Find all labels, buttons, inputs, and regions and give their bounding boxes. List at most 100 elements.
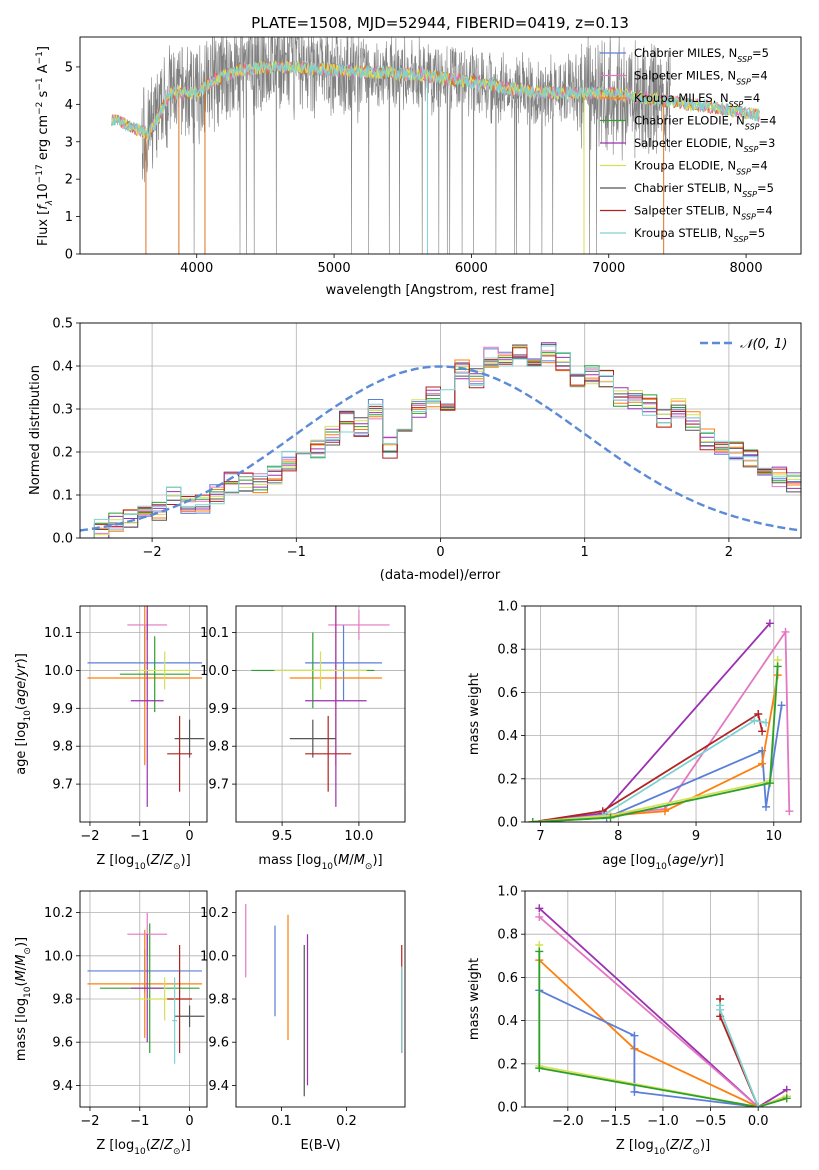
chart-Z-weight: −2.0 −1.5 −1.0 −0.5 0.0 0.0 0.2 0.4 0.6 0.8 1.0 Z [… [467,885,802,1157]
errorbar-point [87,929,203,1038]
y-tick-label: 9.8 [208,993,229,1008]
y-tick-label: 0.0 [52,532,73,547]
chart-Z-age: −2 −1 0 9.7 9.8 9.9 10.0 10.1 Z [log10(Z/Z⊙)] age… [14,605,208,872]
y-tick-label: 9.9 [52,702,73,717]
y-tick-label: 10.0 [200,949,229,964]
plot-area-age-weight [528,619,794,822]
weight-marker [660,807,669,816]
y-tick-label: 0.0 [497,1101,518,1116]
x-tick-label: 0 [185,829,193,844]
plot-area-Z-weight [535,904,791,1107]
y-tick-label: 10.2 [200,906,229,921]
errorbar-point [305,606,367,807]
legend-entry: Chabrier ELODIE, NSSP=4 [634,114,776,132]
x-axis-label: mass [log10(M/M⊙)] [258,853,382,872]
figure-title: PLATE=1508, MJD=52944, FIBERID=0419, z=0… [251,14,629,32]
histogram-series [80,347,801,538]
x-tick-label: 10.0 [344,829,373,844]
weight-marker [773,662,782,671]
y-axis-label: Flux [fλ10−17 erg cm−2 s−1 A−1] [35,46,55,246]
errorbar-point [274,651,367,690]
chart-ebv-mass: 0.1 0.2 9.4 9.6 9.8 10.0 10.2 E(B-V) [200,890,406,1153]
x-tick-label: −2.0 [552,1114,584,1129]
x-tick-label: 5000 [318,261,351,276]
histogram-series [80,342,801,538]
spectrum-legend: Chabrier MILES, NSSP=5 Salpeter MILES, NS… [600,46,776,244]
y-tick-label: 0 [65,248,73,263]
axes-frame [79,322,802,539]
x-tick-label: 2 [725,545,733,560]
weight-marker [630,1031,639,1040]
y-axis-label: mass [log10(M/M⊙)] [14,937,33,1061]
y-tick-label: 9.4 [52,1079,73,1094]
x-tick-label: 8 [614,829,622,844]
weight-marker [535,947,544,956]
y-tick-label: 5 [65,60,73,75]
weight-series [716,1001,763,1107]
chart-spectrum: 4000 5000 6000 7000 8000 0 1 2 3 4 5 Chabrier MILES… [35,36,802,298]
chart-Z-mass: −2 −1 0 9.4 9.6 9.8 10.0 10.2 Z [log10(Z/Z⊙)] mas… [14,890,208,1157]
weight-marker [606,813,615,822]
plot-area-residuals [80,342,801,538]
x-tick-label: 0.2 [336,1114,357,1129]
weight-marker [758,759,767,768]
x-axis-label: Z [log10(Z/Z⊙)] [616,1138,710,1157]
legend-entry: Kroupa ELODIE, NSSP=4 [634,159,768,177]
axes-frame [235,605,406,823]
y-tick-label: 9.8 [208,740,229,755]
y-tick-label: 2 [65,173,73,188]
x-axis-label: Z [log10(Z/Z⊙)] [96,1138,190,1157]
errorbar-point [130,934,164,1043]
errorbar-point [130,606,164,807]
legend-entry: Salpeter STELIB, NSSP=4 [634,204,773,222]
x-axis-label: age [log10(age/yr)] [602,853,724,872]
x-axis-label: wavelength [Angstrom, rest frame] [326,283,555,298]
legend-entry: Chabrier MILES, NSSP=5 [634,46,769,64]
y-tick-label: 10.2 [44,906,73,921]
x-tick-label: −0.5 [695,1114,727,1129]
weight-series [528,619,774,822]
y-tick-label: 0.3 [52,403,73,418]
plot-area-spectrum [111,37,760,254]
errorbar-point [172,977,178,1064]
errorbar-point [328,609,390,641]
x-tick-label: 10 [766,829,783,844]
weight-marker [630,1087,639,1096]
plot-area-ebv-mass [245,903,403,1097]
x-tick-label: −1.0 [647,1114,679,1129]
y-tick-label: 10.0 [200,664,229,679]
weight-marker [535,904,544,913]
weight-series [528,710,767,822]
y-tick-label: 3 [65,135,73,150]
normal-curve [80,365,799,532]
axes-frame [235,890,406,1108]
y-tick-label: 10.1 [200,626,229,641]
weight-marker [535,912,544,921]
x-tick-label: 7000 [592,261,625,276]
y-tick-label: 9.8 [52,740,73,755]
weight-series [528,662,782,822]
weight-series [716,995,763,1107]
x-tick-label: −2 [80,829,99,844]
y-tick-label: 9.6 [208,1036,229,1051]
plot-area-mass-age [251,606,390,807]
legend-entry: Kroupa MILES, NSSP=4 [634,91,760,109]
y-tick-label: 9.8 [52,993,73,1008]
x-tick-label: 0.0 [748,1114,769,1129]
axes-frame [79,890,208,1108]
errorbar-point [137,651,193,690]
spectrum-data-line [114,37,671,254]
errorbar-point [305,624,382,701]
y-tick-label: 0.0 [497,816,518,831]
y-tick-label: 0.4 [497,729,518,744]
legend-entry: Salpeter MILES, NSSP=4 [634,69,768,87]
y-tick-label: 0.1 [52,489,73,504]
weight-marker [777,701,786,710]
weight-marker [762,802,771,811]
y-axis-label: age [log10(age/yr)] [14,653,33,775]
x-tick-label: −2 [143,545,162,560]
x-tick-label: 0 [185,1114,193,1129]
weight-marker [782,1094,791,1103]
y-tick-label: 9.7 [52,778,73,793]
